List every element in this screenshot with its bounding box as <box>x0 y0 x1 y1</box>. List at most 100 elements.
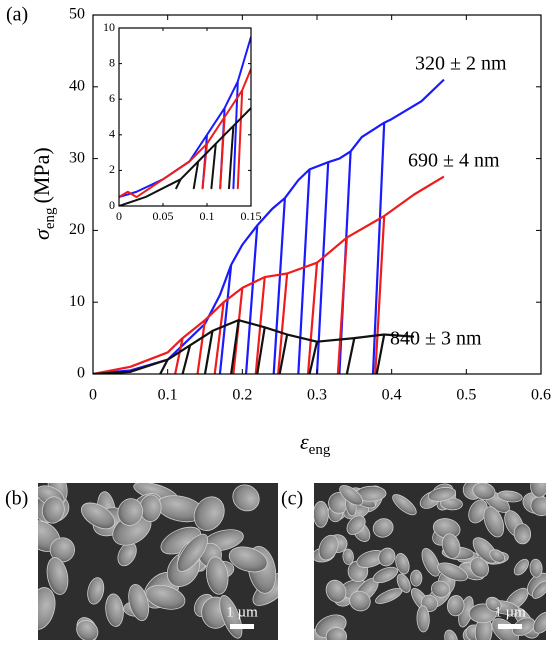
y-tick-label: 10 <box>69 293 85 310</box>
grain <box>533 611 546 634</box>
grain <box>469 557 489 578</box>
grain <box>472 483 496 501</box>
x-tick-label: 0.3 <box>307 387 327 404</box>
series-line <box>119 68 251 199</box>
y-label-unit: (MPa) <box>29 147 54 203</box>
grain <box>325 579 347 603</box>
x-tick-label: 0 <box>89 387 97 404</box>
series-label: 690 ± 4 nm <box>408 150 500 172</box>
grain <box>87 577 105 605</box>
grain <box>427 487 457 502</box>
x-tick-label: 0.1 <box>200 209 215 223</box>
grain <box>430 580 451 598</box>
x-tick-label: 0.6 <box>531 387 551 404</box>
grain <box>318 534 339 561</box>
x-label-subscript: eng <box>309 442 331 458</box>
series-label: 320 ± 2 nm <box>415 53 507 75</box>
grain <box>372 566 399 584</box>
plot-background <box>119 28 251 206</box>
x-axis-label: εeng <box>300 429 331 458</box>
x-tick-label: 0.05 <box>153 209 174 223</box>
y-tick-label: 20 <box>69 221 85 238</box>
x-tick-label: 0 <box>116 209 122 223</box>
grain <box>395 553 410 575</box>
lines <box>93 78 445 374</box>
y-axis-label: σeng (MPa) <box>29 147 58 240</box>
grain <box>437 562 468 582</box>
x-tick-label: 0.4 <box>382 387 402 404</box>
x-tick-label: 0.5 <box>456 387 476 404</box>
y-tick-label: 30 <box>69 149 85 166</box>
grain <box>513 558 529 576</box>
grain <box>529 558 543 578</box>
grain <box>512 617 536 637</box>
x-tick-label: 0.2 <box>232 387 252 404</box>
inset-chart: 0 0.05 0.1 0.15 0 2 4 6 8 10 <box>103 20 262 223</box>
y-tick-label: 0 <box>109 198 115 212</box>
grain <box>76 620 99 640</box>
grain <box>349 590 371 612</box>
grain <box>325 627 348 640</box>
grain <box>46 557 69 595</box>
y-tick-label: 8 <box>109 55 115 69</box>
series-line <box>93 78 445 374</box>
grain <box>489 549 506 563</box>
y-tick-label: 6 <box>109 91 115 105</box>
y-label-symbol: σ <box>29 228 54 240</box>
grain <box>531 580 546 599</box>
grain <box>396 573 411 593</box>
scale-bar-label: 1 µm <box>226 604 258 620</box>
x-tick-label: 0.15 <box>241 209 262 223</box>
x-label-symbol: ε <box>300 429 309 454</box>
grain <box>421 547 441 577</box>
panel-label: (c) <box>281 488 303 510</box>
panel-label: (b) <box>5 488 28 510</box>
grain <box>416 605 430 633</box>
x-tick-label: 0.1 <box>158 387 178 404</box>
y-tick-label: 2 <box>109 162 115 176</box>
grain <box>176 533 209 572</box>
grain <box>372 518 394 538</box>
grain <box>193 496 225 531</box>
sem-image <box>314 483 546 640</box>
grain <box>513 523 532 545</box>
series-line <box>119 107 251 206</box>
grain <box>483 506 505 538</box>
grain <box>228 546 268 573</box>
series-line <box>93 319 415 374</box>
grain <box>444 629 458 640</box>
y-tick-label: 50 <box>69 6 85 23</box>
grain <box>342 548 354 565</box>
grain <box>145 584 186 610</box>
y-label-subscript: eng <box>42 207 58 229</box>
y-tick-label: 40 <box>69 77 85 94</box>
grain <box>38 587 56 630</box>
grain <box>128 583 150 622</box>
plot-frame <box>118 27 252 207</box>
grain <box>441 533 461 559</box>
grain <box>375 588 403 604</box>
grain <box>447 595 465 617</box>
grain <box>339 485 363 506</box>
grain <box>346 515 366 535</box>
grain <box>232 484 260 512</box>
scale-bar <box>230 624 254 629</box>
grain <box>117 498 144 526</box>
grain <box>206 556 229 595</box>
grain <box>530 496 546 517</box>
sem-image <box>38 483 278 640</box>
grain <box>378 547 396 567</box>
y-tick-label: 0 <box>77 365 85 382</box>
grain <box>530 483 546 498</box>
grain <box>392 494 417 516</box>
grain <box>497 490 523 503</box>
grain <box>81 502 115 530</box>
y-tick-label: 10 <box>103 20 115 34</box>
grain <box>49 537 75 563</box>
series-label: 840 ± 3 nm <box>390 328 482 350</box>
grain <box>105 593 124 627</box>
y-tick-label: 4 <box>109 127 115 141</box>
scale-bar-label: 1 µm <box>494 604 526 620</box>
lines <box>119 36 251 206</box>
